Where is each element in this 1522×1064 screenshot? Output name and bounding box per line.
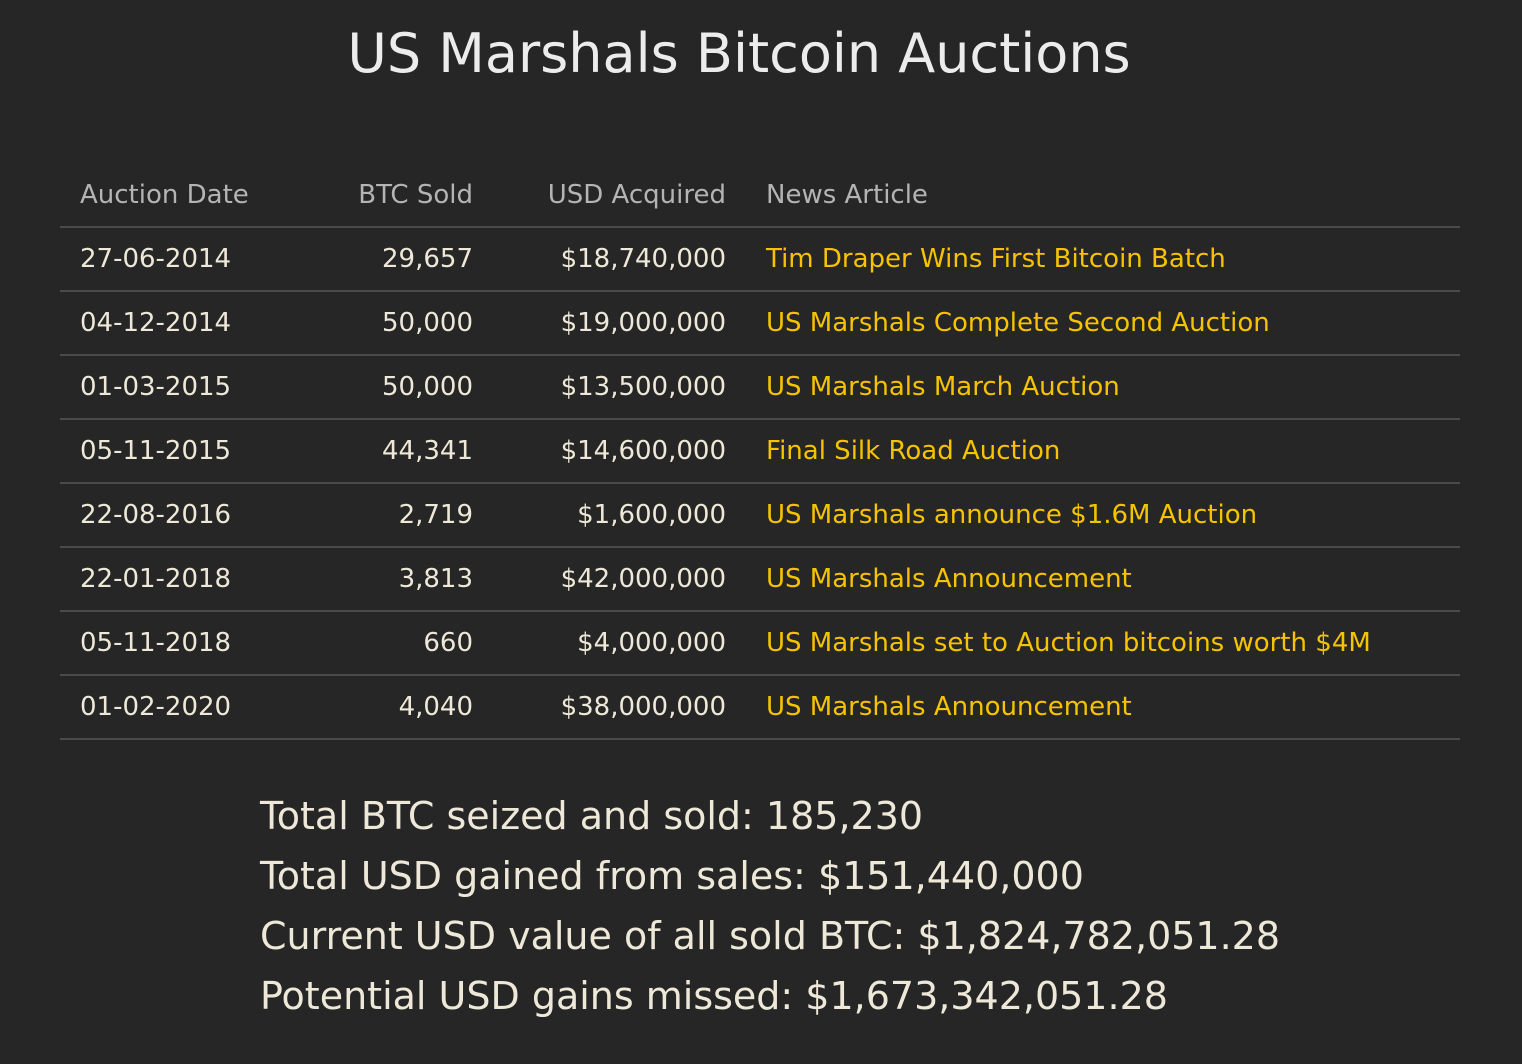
- cell-date: 04-12-2014: [60, 291, 290, 356]
- header-btc-sold: BTC Sold: [290, 163, 493, 228]
- cell-news-article: US Marshals Announcement: [746, 675, 1460, 740]
- summary-current-value: Current USD value of all sold BTC: $1,82…: [260, 914, 1281, 958]
- news-article-link[interactable]: US Marshals Complete Second Auction: [766, 308, 1270, 338]
- cell-btc-sold: 660: [290, 611, 493, 676]
- cell-btc-sold: 29,657: [290, 227, 493, 292]
- table-row: 22-08-2016 2,719 $1,600,000 US Marshals ann…: [60, 483, 1460, 548]
- table-header-row: Auction Date BTC Sold USD Acquired News …: [60, 163, 1460, 228]
- summary-missed-gains: Potential USD gains missed: $1,673,342,0…: [260, 974, 1168, 1018]
- cell-btc-sold: 50,000: [290, 355, 493, 420]
- summary-total-usd: Total USD gained from sales: $151,440,00…: [260, 854, 1084, 898]
- cell-date: 22-08-2016: [60, 483, 290, 548]
- table-row: 27-06-2014 29,657 $18,740,000 Tim Draper Wi…: [60, 227, 1460, 292]
- cell-btc-sold: 2,719: [290, 483, 493, 548]
- page-title: US Marshals Bitcoin Auctions: [347, 22, 1131, 85]
- cell-news-article: US Marshals Complete Second Auction: [746, 291, 1460, 356]
- cell-news-article: US Marshals Announcement: [746, 547, 1460, 612]
- cell-btc-sold: 4,040: [290, 675, 493, 740]
- cell-usd-acquired: $38,000,000: [493, 675, 746, 740]
- cell-btc-sold: 50,000: [290, 291, 493, 356]
- cell-date: 22-01-2018: [60, 547, 290, 612]
- cell-usd-acquired: $18,740,000: [493, 227, 746, 292]
- news-article-link[interactable]: US Marshals Announcement: [766, 692, 1132, 722]
- table-row: 22-01-2018 3,813 $42,000,000 US Marshals An…: [60, 547, 1460, 612]
- cell-btc-sold: 3,813: [290, 547, 493, 612]
- auctions-table: Auction Date BTC Sold USD Acquired News …: [60, 163, 1460, 740]
- cell-usd-acquired: $4,000,000: [493, 611, 746, 676]
- summary: Total BTC seized and sold: 185,230 Total…: [260, 786, 1280, 1026]
- cell-date: 01-03-2015: [60, 355, 290, 420]
- news-article-link[interactable]: US Marshals Announcement: [766, 564, 1132, 594]
- table-row: 04-12-2014 50,000 $19,000,000 US Marshals C…: [60, 291, 1460, 356]
- cell-usd-acquired: $1,600,000: [493, 483, 746, 548]
- table-row: 01-02-2020 4,040 $38,000,000 US Marshals An…: [60, 675, 1460, 740]
- cell-date: 01-02-2020: [60, 675, 290, 740]
- cell-news-article: US Marshals announce $1.6M Auction: [746, 483, 1460, 548]
- table-row: 05-11-2018 660 $4,000,000 US Marshals set t…: [60, 611, 1460, 676]
- table-row: 05-11-2015 44,341 $14,600,000 Final Silk Ro…: [60, 419, 1460, 484]
- cell-news-article: US Marshals set to Auction bitcoins wort…: [746, 611, 1460, 676]
- news-article-link[interactable]: US Marshals announce $1.6M Auction: [766, 500, 1258, 530]
- table-row: 01-03-2015 50,000 $13,500,000 US Marshals M…: [60, 355, 1460, 420]
- cell-usd-acquired: $13,500,000: [493, 355, 746, 420]
- cell-usd-acquired: $14,600,000: [493, 419, 746, 484]
- cell-date: 05-11-2015: [60, 419, 290, 484]
- cell-date: 05-11-2018: [60, 611, 290, 676]
- cell-news-article: Tim Draper Wins First Bitcoin Batch: [746, 227, 1460, 292]
- news-article-link[interactable]: Final Silk Road Auction: [766, 436, 1061, 466]
- news-article-link[interactable]: US Marshals March Auction: [766, 372, 1120, 402]
- news-article-link[interactable]: US Marshals set to Auction bitcoins wort…: [766, 628, 1371, 658]
- header-news-article: News Article: [746, 163, 1460, 228]
- header-auction-date: Auction Date: [60, 163, 290, 228]
- news-article-link[interactable]: Tim Draper Wins First Bitcoin Batch: [766, 244, 1226, 274]
- cell-news-article: Final Silk Road Auction: [746, 419, 1460, 484]
- header-usd-acquired: USD Acquired: [493, 163, 746, 228]
- cell-usd-acquired: $42,000,000: [493, 547, 746, 612]
- cell-date: 27-06-2014: [60, 227, 290, 292]
- cell-btc-sold: 44,341: [290, 419, 493, 484]
- summary-total-btc: Total BTC seized and sold: 185,230: [260, 794, 924, 838]
- cell-news-article: US Marshals March Auction: [746, 355, 1460, 420]
- cell-usd-acquired: $19,000,000: [493, 291, 746, 356]
